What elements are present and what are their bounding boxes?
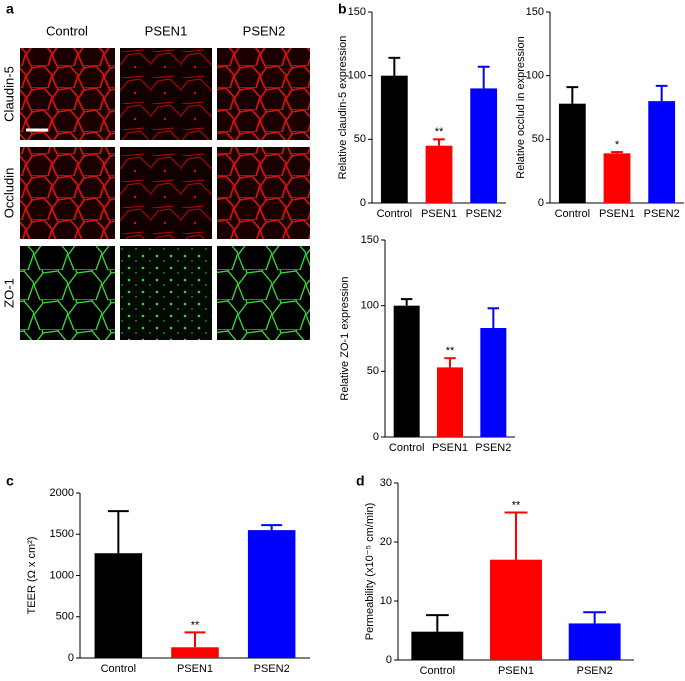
column-label: PSEN1 [145,23,188,38]
y-axis-label: TEER (Ω x cm²) [26,537,38,615]
bar [603,153,631,203]
significance: * [615,139,620,151]
row-label: Claudin-5 [1,66,16,122]
bar [393,305,420,437]
image [217,48,310,140]
bar [558,103,586,203]
panel-letter: c [6,473,14,489]
bar [94,553,143,658]
bar [568,623,621,660]
significance: ** [446,345,455,357]
bar [490,559,542,660]
bar [648,101,676,203]
bar [470,88,498,203]
image [20,48,115,140]
x-tick-label: PSEN2 [577,665,613,677]
y-tick-label: 50 [532,133,544,145]
image [120,48,212,140]
significance: ** [435,126,444,138]
panel-letter: d [356,473,365,489]
row-label: Occludin [1,168,16,219]
y-tick-label: 150 [526,6,544,18]
y-tick-label: 100 [526,70,544,82]
y-axis-label: Relative ZO-1 expression [339,276,351,400]
x-tick-label: PSEN2 [466,208,502,220]
y-axis-label: Permeability (x10⁻⁵ cm/min) [364,503,376,641]
x-tick-label: Control [377,208,412,220]
bar [411,631,464,660]
x-tick-label: Control [389,442,424,454]
x-tick-label: PSEN2 [254,663,290,675]
bar [247,530,296,658]
x-tick-label: PSEN2 [644,208,680,220]
bar [380,75,408,203]
y-tick-label: 1000 [50,569,74,581]
x-tick-label: Control [420,665,455,677]
bar [425,145,453,203]
panel-letter: a [6,1,14,17]
image [120,147,212,239]
image [120,246,212,340]
bar [480,327,507,437]
y-tick-label: 0 [68,652,74,664]
y-tick-label: 500 [56,611,74,623]
y-tick-label: 30 [380,477,392,489]
y-tick-label: 2000 [50,487,74,499]
x-tick-label: Control [555,208,590,220]
y-axis-label: Relative claudin-5 expression [337,36,349,180]
y-tick-label: 10 [380,595,392,607]
y-tick-label: 100 [361,300,379,312]
row-label: ZO-1 [1,278,16,308]
x-tick-label: PSEN1 [177,663,213,675]
y-tick-label: 150 [348,6,366,18]
x-tick-label: PSEN1 [599,208,635,220]
image [217,246,310,340]
y-tick-label: 0 [538,197,544,209]
micrographs [20,48,310,340]
x-tick-label: PSEN2 [475,442,511,454]
y-tick-label: 50 [354,133,366,145]
y-tick-label: 150 [361,234,379,246]
y-axis-label: Relative occlud in expression [515,36,527,178]
y-tick-label: 0 [373,431,379,443]
x-tick-label: PSEN1 [498,665,534,677]
panel-letter: b [338,1,347,17]
y-tick-label: 100 [348,70,366,82]
x-tick-label: PSEN1 [421,208,457,220]
image [20,147,115,239]
bar [437,367,463,437]
image [20,246,115,340]
bar [171,647,219,658]
significance: ** [512,499,521,511]
y-tick-label: 0 [360,197,366,209]
column-label: PSEN2 [243,23,286,38]
column-label: Control [46,23,88,38]
y-tick-label: 50 [367,365,379,377]
x-tick-label: PSEN1 [432,442,468,454]
y-tick-label: 1500 [50,528,74,540]
x-tick-label: Control [101,663,136,675]
y-tick-label: 0 [386,654,392,666]
y-tick-label: 20 [380,536,392,548]
image [217,147,310,239]
significance: ** [191,619,200,631]
